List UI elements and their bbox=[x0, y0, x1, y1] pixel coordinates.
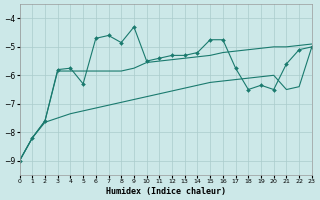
X-axis label: Humidex (Indice chaleur): Humidex (Indice chaleur) bbox=[106, 187, 226, 196]
